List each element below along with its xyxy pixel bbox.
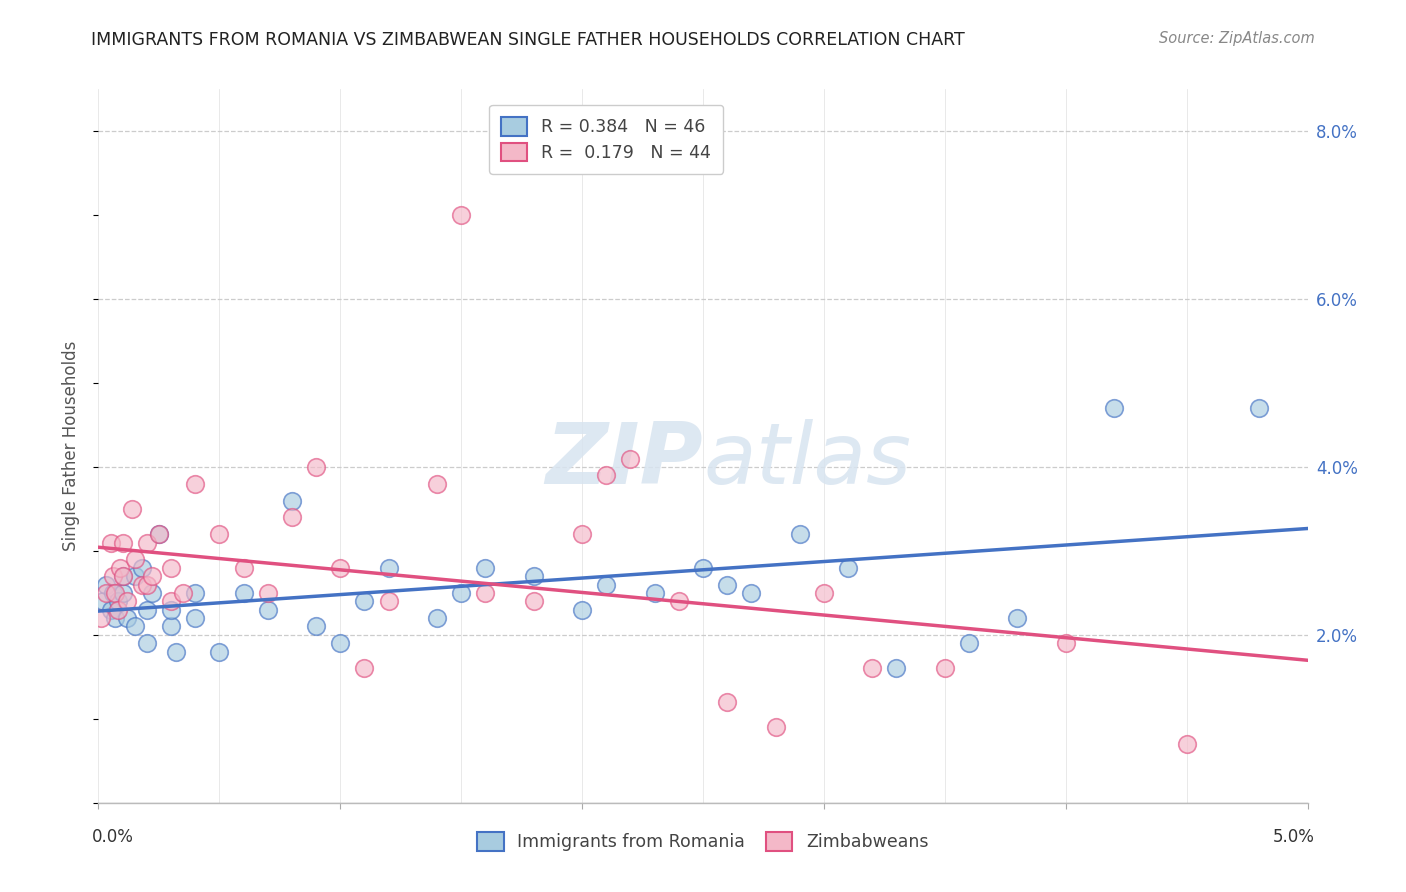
Point (160, 594, 183, 608)
Point (135, 535, 157, 549)
Point (111, 569, 134, 583)
Point (160, 560, 183, 574)
Point (94, 577, 117, 591)
Point (716, 577, 738, 591)
Legend: Immigrants from Romania, Zimbabweans: Immigrants from Romania, Zimbabweans (467, 822, 939, 862)
Point (148, 527, 170, 541)
Point (148, 527, 170, 541)
Point (595, 577, 617, 591)
Point (860, 661, 883, 675)
Text: 0.0%: 0.0% (91, 828, 134, 846)
Point (160, 603, 183, 617)
Point (111, 569, 134, 583)
Y-axis label: Single Father Households: Single Father Households (62, 341, 80, 551)
Point (813, 586, 835, 600)
Point (329, 636, 352, 650)
Point (101, 569, 124, 583)
Point (135, 577, 157, 591)
Point (135, 603, 157, 617)
Point (111, 586, 134, 600)
Point (101, 586, 124, 600)
Point (165, 645, 187, 659)
Point (281, 493, 304, 508)
Point (107, 594, 129, 608)
Point (124, 552, 146, 566)
Point (160, 619, 183, 633)
Point (450, 208, 472, 222)
Point (104, 586, 127, 600)
Point (141, 569, 163, 583)
Point (305, 619, 328, 633)
Point (789, 527, 811, 541)
Point (131, 577, 153, 591)
Point (619, 451, 641, 466)
Point (716, 695, 738, 709)
Point (353, 661, 375, 675)
Point (232, 560, 254, 574)
Point (100, 603, 122, 617)
Point (184, 611, 207, 625)
Point (256, 603, 278, 617)
Point (184, 476, 207, 491)
Point (108, 560, 131, 574)
Point (571, 527, 593, 541)
Point (1007, 611, 1029, 625)
Point (172, 586, 194, 600)
Point (474, 560, 496, 574)
Point (474, 586, 496, 600)
Point (94, 586, 117, 600)
Point (595, 468, 617, 483)
Point (1249, 401, 1271, 416)
Point (135, 636, 157, 650)
Point (90, 611, 112, 625)
Point (450, 586, 472, 600)
Point (886, 661, 908, 675)
Text: atlas: atlas (703, 418, 911, 502)
Point (1102, 401, 1125, 416)
Point (208, 645, 231, 659)
Text: 5.0%: 5.0% (1272, 828, 1315, 846)
Point (426, 476, 449, 491)
Point (1175, 737, 1198, 751)
Point (523, 569, 546, 583)
Point (740, 586, 762, 600)
Point (117, 594, 139, 608)
Point (141, 586, 163, 600)
Point (329, 560, 352, 574)
Point (571, 603, 593, 617)
Point (644, 586, 666, 600)
Point (104, 611, 127, 625)
Point (107, 603, 129, 617)
Text: ZIP: ZIP (546, 418, 703, 502)
Point (377, 594, 399, 608)
Point (111, 535, 134, 549)
Point (765, 720, 787, 734)
Point (353, 594, 375, 608)
Point (124, 619, 146, 633)
Point (256, 586, 278, 600)
Point (208, 527, 231, 541)
Point (934, 661, 956, 675)
Point (426, 611, 449, 625)
Point (91, 594, 114, 608)
Point (305, 460, 328, 475)
Point (117, 611, 139, 625)
Point (692, 560, 714, 574)
Point (232, 586, 254, 600)
Point (184, 586, 207, 600)
Text: Source: ZipAtlas.com: Source: ZipAtlas.com (1159, 31, 1315, 46)
Point (837, 560, 859, 574)
Point (281, 510, 304, 524)
Point (668, 594, 690, 608)
Point (131, 560, 153, 574)
Point (1054, 636, 1077, 650)
Point (100, 535, 122, 549)
Point (124, 569, 146, 583)
Text: IMMIGRANTS FROM ROMANIA VS ZIMBABWEAN SINGLE FATHER HOUSEHOLDS CORRELATION CHART: IMMIGRANTS FROM ROMANIA VS ZIMBABWEAN SI… (91, 31, 965, 49)
Point (523, 594, 546, 608)
Point (121, 502, 143, 516)
Point (377, 560, 399, 574)
Point (957, 636, 980, 650)
